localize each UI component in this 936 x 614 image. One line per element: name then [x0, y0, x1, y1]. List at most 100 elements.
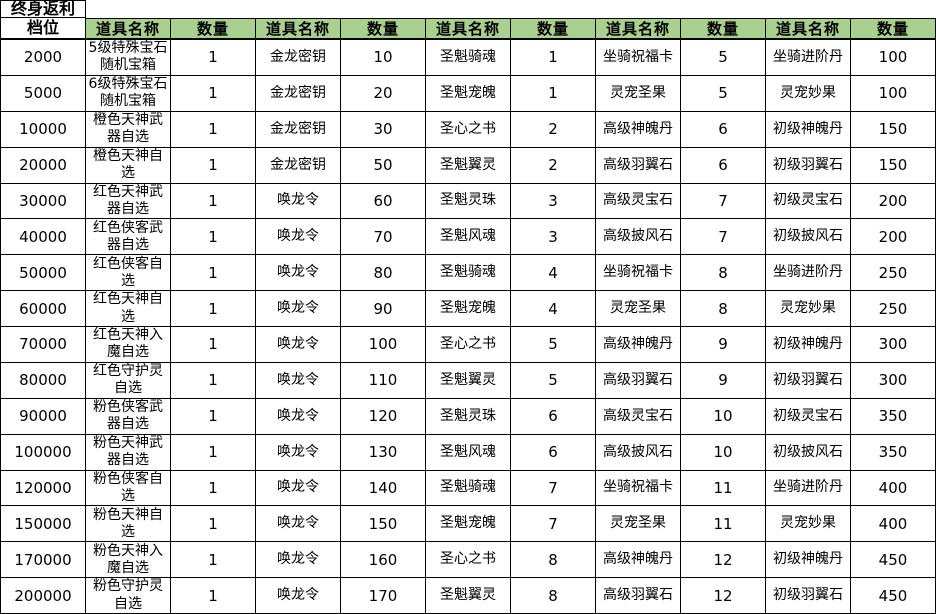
item-name-cell[interactable]: 灵宠妙果 — [766, 75, 851, 112]
tier-header-line1-cell[interactable]: 终身返利 — [0, 0, 86, 18]
item-qty-cell[interactable]: 11 — [681, 506, 766, 543]
item-name-cell[interactable]: 初级神魄丹 — [766, 327, 851, 363]
item-name-cell[interactable]: 红色天神武器自选 — [86, 183, 171, 220]
item-qty-cell[interactable]: 450 — [851, 542, 936, 579]
item-name-header[interactable]: 道具名称 — [596, 18, 681, 40]
tier-cell[interactable]: 170000 — [0, 542, 86, 579]
item-qty-cell[interactable]: 12 — [681, 542, 766, 579]
item-name-cell[interactable]: 金龙密钥 — [256, 147, 341, 184]
item-qty-cell[interactable]: 9 — [681, 327, 766, 363]
item-name-cell[interactable]: 红色守护灵自选 — [86, 362, 171, 399]
tier-cell[interactable]: 60000 — [0, 291, 86, 327]
item-qty-cell[interactable]: 100 — [341, 327, 426, 363]
item-name-cell[interactable]: 唤龙令 — [256, 470, 341, 507]
item-qty-cell[interactable]: 8 — [681, 291, 766, 327]
item-name-cell[interactable]: 圣魁骑魂 — [426, 470, 511, 507]
item-name-cell[interactable]: 坐骑进阶丹 — [766, 40, 851, 76]
item-qty-cell[interactable]: 10 — [681, 434, 766, 471]
item-qty-cell[interactable]: 400 — [851, 506, 936, 543]
tier-cell[interactable]: 2000 — [0, 40, 86, 76]
item-qty-cell[interactable]: 70 — [341, 219, 426, 256]
item-qty-cell[interactable]: 250 — [851, 255, 936, 292]
item-name-cell[interactable]: 高级灵宝石 — [596, 398, 681, 435]
item-name-cell[interactable]: 初级神魄丹 — [766, 111, 851, 148]
tier-cell[interactable]: 200000 — [0, 578, 86, 614]
item-qty-cell[interactable]: 250 — [851, 291, 936, 327]
item-name-cell[interactable]: 红色侠客自选 — [86, 255, 171, 292]
item-name-cell[interactable]: 高级披风石 — [596, 434, 681, 471]
item-name-cell[interactable]: 粉色侠客自选 — [86, 470, 171, 507]
item-qty-cell[interactable]: 8 — [681, 255, 766, 292]
item-name-cell[interactable]: 唤龙令 — [256, 362, 341, 399]
item-qty-cell[interactable]: 6 — [511, 434, 596, 471]
item-qty-cell[interactable]: 3 — [511, 219, 596, 256]
item-name-cell[interactable]: 初级披风石 — [766, 434, 851, 471]
tier-cell[interactable]: 120000 — [0, 470, 86, 507]
item-qty-cell[interactable]: 200 — [851, 219, 936, 256]
item-qty-cell[interactable]: 1 — [171, 542, 256, 579]
item-name-cell[interactable]: 圣心之书 — [426, 111, 511, 148]
item-name-cell[interactable]: 6级特殊宝石随机宝箱 — [86, 75, 171, 112]
item-name-cell[interactable]: 圣魁宠魄 — [426, 506, 511, 543]
item-name-cell[interactable]: 圣魁骑魂 — [426, 255, 511, 292]
item-qty-cell[interactable]: 4 — [511, 291, 596, 327]
tier-cell[interactable]: 90000 — [0, 398, 86, 435]
item-name-cell[interactable]: 坐骑祝福卡 — [596, 470, 681, 507]
quantity-header[interactable]: 数量 — [681, 18, 766, 40]
item-name-cell[interactable]: 粉色天神自选 — [86, 506, 171, 543]
item-name-cell[interactable]: 唤龙令 — [256, 291, 341, 327]
item-name-cell[interactable]: 唤龙令 — [256, 183, 341, 220]
item-name-cell[interactable]: 红色天神入魔自选 — [86, 327, 171, 363]
item-name-cell[interactable]: 圣魁翼灵 — [426, 578, 511, 614]
item-qty-cell[interactable]: 140 — [341, 470, 426, 507]
item-name-cell[interactable]: 初级披风石 — [766, 219, 851, 256]
item-qty-cell[interactable]: 350 — [851, 434, 936, 471]
item-qty-cell[interactable]: 1 — [171, 578, 256, 614]
item-qty-cell[interactable]: 1 — [511, 40, 596, 76]
item-name-cell[interactable]: 坐骑进阶丹 — [766, 255, 851, 292]
item-name-cell[interactable]: 初级羽翼石 — [766, 362, 851, 399]
item-qty-cell[interactable]: 1 — [171, 291, 256, 327]
item-qty-cell[interactable]: 60 — [341, 183, 426, 220]
item-name-cell[interactable]: 高级羽翼石 — [596, 147, 681, 184]
item-name-cell[interactable]: 初级羽翼石 — [766, 578, 851, 614]
tier-cell[interactable]: 150000 — [0, 506, 86, 543]
item-name-cell[interactable]: 粉色天神入魔自选 — [86, 542, 171, 579]
item-qty-cell[interactable]: 12 — [681, 578, 766, 614]
item-qty-cell[interactable]: 1 — [171, 219, 256, 256]
item-qty-cell[interactable]: 6 — [681, 147, 766, 184]
item-name-cell[interactable]: 初级灵宝石 — [766, 183, 851, 220]
item-name-cell[interactable]: 圣魁翼灵 — [426, 147, 511, 184]
item-name-cell[interactable]: 灵宠圣果 — [596, 291, 681, 327]
tier-cell[interactable]: 10000 — [0, 111, 86, 148]
item-qty-cell[interactable]: 6 — [681, 111, 766, 148]
item-name-cell[interactable]: 红色侠客武器自选 — [86, 219, 171, 256]
item-name-cell[interactable]: 金龙密钥 — [256, 75, 341, 112]
item-qty-cell[interactable]: 110 — [341, 362, 426, 399]
item-name-cell[interactable]: 初级羽翼石 — [766, 147, 851, 184]
item-name-cell[interactable]: 圣魁灵珠 — [426, 183, 511, 220]
item-qty-cell[interactable]: 300 — [851, 327, 936, 363]
item-qty-cell[interactable]: 1 — [171, 111, 256, 148]
item-name-cell[interactable]: 唤龙令 — [256, 434, 341, 471]
item-name-cell[interactable]: 初级灵宝石 — [766, 398, 851, 435]
item-name-cell[interactable]: 金龙密钥 — [256, 111, 341, 148]
item-qty-cell[interactable]: 1 — [171, 398, 256, 435]
item-name-cell[interactable]: 唤龙令 — [256, 398, 341, 435]
item-name-cell[interactable]: 高级神魄丹 — [596, 542, 681, 579]
item-qty-cell[interactable]: 1 — [171, 362, 256, 399]
item-name-cell[interactable]: 初级神魄丹 — [766, 542, 851, 579]
item-qty-cell[interactable]: 170 — [341, 578, 426, 614]
item-qty-cell[interactable]: 200 — [851, 183, 936, 220]
item-name-cell[interactable]: 高级羽翼石 — [596, 362, 681, 399]
item-qty-cell[interactable]: 6 — [511, 398, 596, 435]
item-name-cell[interactable]: 唤龙令 — [256, 219, 341, 256]
item-qty-cell[interactable]: 2 — [511, 147, 596, 184]
item-qty-cell[interactable]: 1 — [511, 75, 596, 112]
item-name-cell[interactable]: 圣魁风魂 — [426, 434, 511, 471]
item-qty-cell[interactable]: 5 — [511, 362, 596, 399]
item-name-cell[interactable]: 灵宠圣果 — [596, 75, 681, 112]
quantity-header[interactable]: 数量 — [511, 18, 596, 40]
tier-cell[interactable]: 70000 — [0, 327, 86, 363]
item-name-cell[interactable]: 高级灵宝石 — [596, 183, 681, 220]
